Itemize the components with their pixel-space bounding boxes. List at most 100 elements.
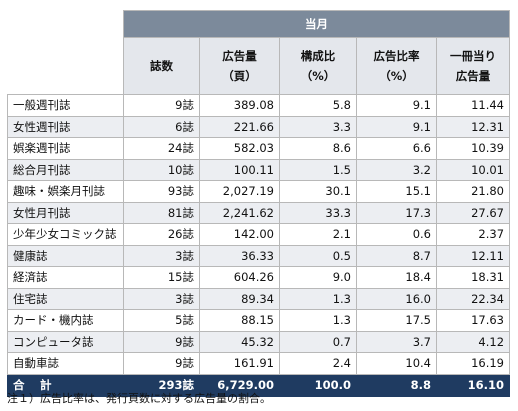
group-header-row: 当月	[7, 10, 511, 95]
cell-count: 9誌	[123, 330, 200, 353]
total-ad-ratio: 8.8	[356, 373, 437, 397]
cell-ad-ratio: 9.1	[356, 115, 437, 138]
cell-ad-pages: 45.32	[199, 330, 280, 353]
cell-ad-per-issue: 21.80	[435, 180, 511, 203]
table-row: 趣味・娯楽月刊誌 93誌 2,027.19 30.1 15.1 21.80	[7, 180, 511, 203]
cell-count: 3誌	[123, 287, 200, 310]
cell-count: 6誌	[123, 115, 200, 138]
cell-ad-ratio: 8.7	[356, 244, 437, 267]
cell-composition: 0.5	[279, 244, 357, 267]
cell-ad-pages: 36.33	[199, 244, 280, 267]
cell-count: 15誌	[123, 266, 200, 289]
cell-composition: 5.8	[279, 94, 357, 117]
cell-composition: 1.5	[279, 158, 357, 181]
row-label: 自動車誌	[7, 352, 124, 375]
cell-ad-pages: 89.34	[199, 287, 280, 310]
cell-count: 10誌	[123, 158, 200, 181]
cell-ad-pages: 2,027.19	[199, 180, 280, 203]
table-body: 一般週刊誌 9誌 389.08 5.8 9.1 11.44 女性週刊誌 6誌 221.66 3.3…	[7, 94, 511, 397]
row-label: カード・機内誌	[7, 309, 124, 332]
cell-composition: 1.3	[279, 309, 357, 332]
cell-ad-pages: 88.15	[199, 309, 280, 332]
cell-composition: 0.7	[279, 330, 357, 353]
cell-ad-ratio: 6.6	[356, 137, 437, 160]
cell-composition: 2.1	[279, 223, 357, 246]
column-header-line: 誌数	[150, 59, 173, 73]
corner-blank	[7, 10, 124, 95]
cell-ad-pages: 221.66	[199, 115, 280, 138]
cell-ad-per-issue: 12.11	[435, 244, 511, 267]
cell-ad-pages: 142.00	[199, 223, 280, 246]
cell-ad-ratio: 18.4	[356, 266, 437, 289]
cell-ad-per-issue: 10.01	[435, 158, 511, 181]
column-header-line: 広告量	[222, 49, 257, 63]
table-row: 住宅誌 3誌 89.34 1.3 16.0 22.34	[7, 287, 511, 310]
cell-composition: 3.3	[279, 115, 357, 138]
table-row: 健康誌 3誌 36.33 0.5 8.7 12.11	[7, 244, 511, 267]
cell-ad-per-issue: 11.44	[435, 94, 511, 117]
row-label: 総合月刊誌	[7, 158, 124, 181]
cell-ad-pages: 604.26	[199, 266, 280, 289]
cell-ad-per-issue: 16.19	[435, 352, 511, 375]
row-label: 少年少女コミック誌	[7, 223, 124, 246]
cell-ad-pages: 100.11	[199, 158, 280, 181]
column-header-ad-ratio: 広告比率 （%）	[356, 37, 437, 95]
cell-ad-pages: 389.08	[199, 94, 280, 117]
row-label: 娯楽週刊誌	[7, 137, 124, 160]
row-label: 住宅誌	[7, 287, 124, 310]
table-row: 女性月刊誌 81誌 2,241.62 33.3 17.3 27.67	[7, 201, 511, 224]
cell-ad-per-issue: 27.67	[435, 201, 511, 224]
column-header-composition: 構成比 （%）	[279, 37, 357, 95]
table-row: 一般週刊誌 9誌 389.08 5.8 9.1 11.44	[7, 94, 511, 117]
column-header-line: （%）	[379, 69, 414, 83]
column-header-ad-per-issue: 一冊当り 広告量	[435, 37, 511, 95]
cell-count: 9誌	[123, 352, 200, 375]
magazine-ad-table: 当月 誌数 広告量 （頁） 構成比 （%） 広告比率 （%） 一冊当り 広告量 一般週刊誌 9誌 3…	[7, 10, 511, 397]
cell-ad-ratio: 15.1	[356, 180, 437, 203]
column-header-line: 広告量	[455, 69, 491, 83]
column-header-line: （%）	[300, 69, 336, 83]
column-header-count: 誌数	[123, 37, 200, 95]
table-row: カード・機内誌 5誌 88.15 1.3 17.5 17.63	[7, 309, 511, 332]
row-label: 経済誌	[7, 266, 124, 289]
column-header-line: 構成比	[300, 49, 336, 63]
cell-ad-ratio: 16.0	[356, 287, 437, 310]
cell-ad-ratio: 10.4	[356, 352, 437, 375]
row-label: 女性月刊誌	[7, 201, 124, 224]
cell-composition: 9.0	[279, 266, 357, 289]
table-row: 総合月刊誌 10誌 100.11 1.5 3.2 10.01	[7, 158, 511, 181]
cell-ad-per-issue: 18.31	[435, 266, 511, 289]
cell-ad-per-issue: 17.63	[435, 309, 511, 332]
column-header-line: （頁）	[222, 69, 257, 83]
total-composition: 100.0	[279, 373, 357, 397]
cell-ad-ratio: 9.1	[356, 94, 437, 117]
cell-composition: 1.3	[279, 287, 357, 310]
cell-ad-ratio: 3.7	[356, 330, 437, 353]
cell-ad-per-issue: 4.12	[435, 330, 511, 353]
row-label: 女性週刊誌	[7, 115, 124, 138]
cell-count: 81誌	[123, 201, 200, 224]
column-header-ad-pages: 広告量 （頁）	[199, 37, 280, 95]
cell-ad-pages: 582.03	[199, 137, 280, 160]
cell-ad-per-issue: 22.34	[435, 287, 511, 310]
row-label: 趣味・娯楽月刊誌	[7, 180, 124, 203]
cell-composition: 30.1	[279, 180, 357, 203]
cell-ad-pages: 2,241.62	[199, 201, 280, 224]
column-header-line: 広告比率	[373, 49, 420, 63]
table-row: 女性週刊誌 6誌 221.66 3.3 9.1 12.31	[7, 115, 511, 138]
row-label: 健康誌	[7, 244, 124, 267]
table-row: 娯楽週刊誌 24誌 582.03 8.6 6.6 10.39	[7, 137, 511, 160]
total-label-text: 合 計	[13, 378, 54, 392]
group-header-current-month: 当月	[122, 10, 511, 38]
cell-composition: 33.3	[279, 201, 357, 224]
cell-count: 9誌	[123, 94, 200, 117]
footnote: 注１）広告比率は、発行頁数に対する広告量の割合。	[7, 392, 271, 405]
column-header-line: 一冊当り	[450, 49, 496, 63]
table-row: 自動車誌 9誌 161.91 2.4 10.4 16.19	[7, 352, 511, 375]
cell-ad-ratio: 17.5	[356, 309, 437, 332]
cell-ad-per-issue: 12.31	[435, 115, 511, 138]
cell-count: 24誌	[123, 137, 200, 160]
total-ad-per-issue: 16.10	[435, 373, 511, 397]
cell-count: 26誌	[123, 223, 200, 246]
